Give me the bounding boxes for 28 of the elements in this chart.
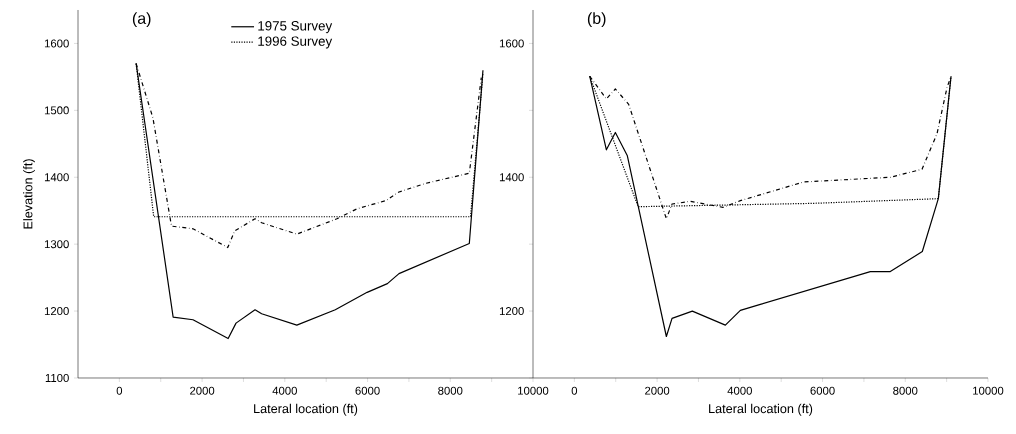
x-tick-label: 6000	[355, 386, 380, 395]
chart-title: (b)	[587, 12, 606, 28]
x-tick-label: 2000	[190, 386, 215, 395]
y-tick-label: 1300	[44, 240, 69, 249]
x-tick-label: 10000	[518, 386, 549, 395]
x-tick-label: 8000	[893, 386, 918, 395]
x-tick-label: 10000	[973, 386, 1004, 395]
y-axis-title: Elevation (ft)	[23, 159, 35, 229]
y-tick-label: 1600	[499, 39, 524, 48]
x-tick-label: 0	[116, 386, 123, 395]
y-tick-label: 1400	[499, 173, 524, 182]
x-tick-label: 0	[571, 386, 578, 395]
y-tick-label: 1500	[44, 106, 69, 115]
legend-label: 1975 Survey	[258, 21, 333, 34]
legend-label: 1996 Survey	[258, 36, 333, 49]
x-tick-label: 4000	[272, 386, 297, 395]
x-axis-title: Lateral location (ft)	[254, 403, 358, 416]
x-tick-label: 4000	[727, 386, 752, 395]
chart-title: (a)	[132, 12, 151, 28]
x-tick-label: 2000	[645, 386, 670, 395]
x-tick-label: 8000	[438, 386, 463, 395]
x-tick-label: 6000	[810, 386, 835, 395]
y-tick-label: 1400	[44, 173, 69, 182]
y-tick-label: 1200	[499, 307, 524, 316]
y-tick-label: 1200	[44, 307, 69, 316]
y-tick-label: 1100	[45, 373, 69, 382]
x-axis-title: Lateral location (ft)	[709, 403, 813, 416]
y-tick-label: 1600	[44, 39, 69, 48]
